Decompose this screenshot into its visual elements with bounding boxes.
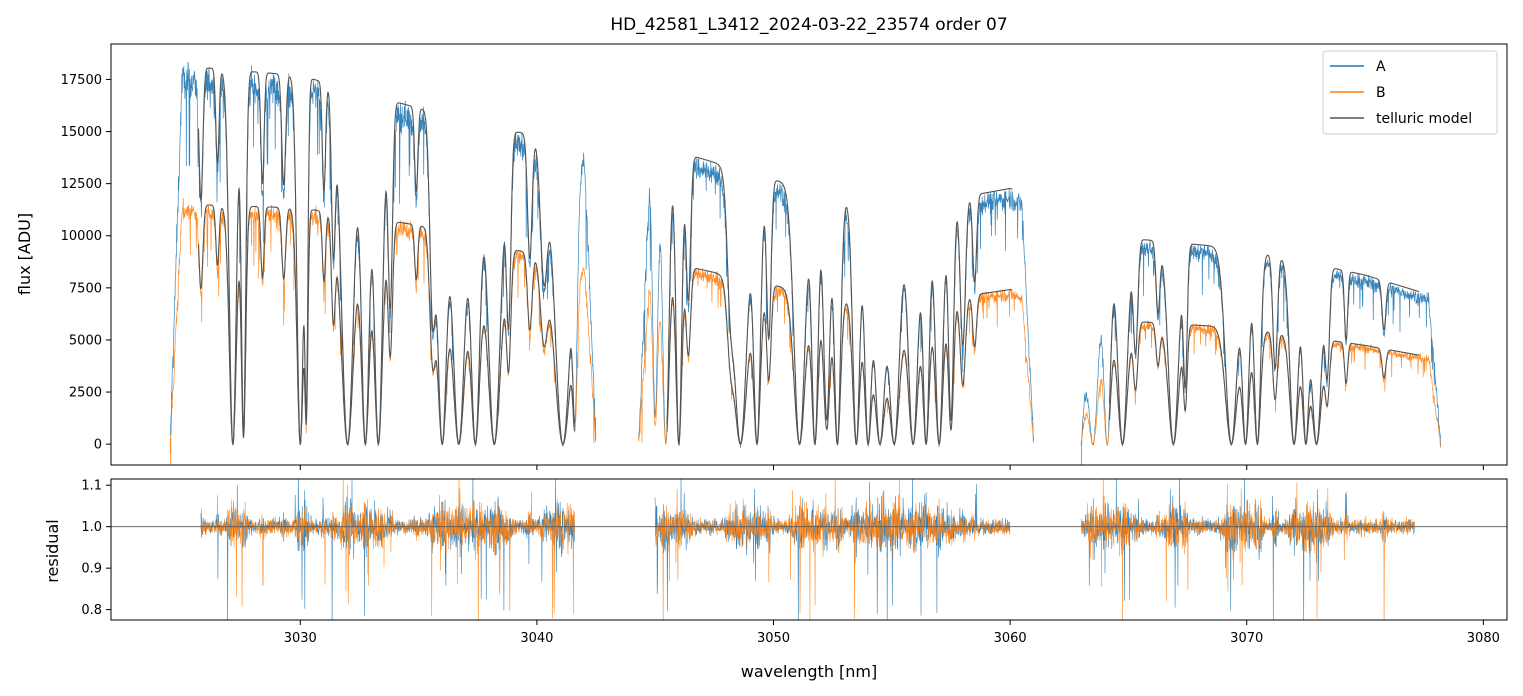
residual-y-tick-label: 1.1 bbox=[81, 479, 102, 494]
flux-panel: 0 2500 5000 7500 10000 12500 15000 17500 flux [… bbox=[15, 43, 1508, 470]
residual-y-tick-label: 0.8 bbox=[81, 603, 102, 618]
flux-panel-frame bbox=[110, 43, 1508, 466]
model-line-b bbox=[197, 204, 1420, 446]
x-axis-label: wavelength [nm] bbox=[741, 662, 878, 681]
flux-x-axis bbox=[299, 465, 1484, 470]
residual-x-tick-label: 3050 bbox=[757, 631, 790, 646]
flux-y-tick-label: 10000 bbox=[61, 229, 102, 244]
legend: A B telluric model bbox=[1322, 50, 1498, 135]
residual-x-tick-label: 3070 bbox=[1230, 631, 1263, 646]
residual-panel-frame bbox=[110, 478, 1508, 621]
legend-label-model: telluric model bbox=[1376, 111, 1472, 127]
residual-x-tick-label: 3080 bbox=[1467, 631, 1500, 646]
flux-y-tick-label: 12500 bbox=[61, 177, 102, 192]
flux-y-tick-label: 7500 bbox=[69, 281, 102, 296]
residual-x-tick-label: 3030 bbox=[284, 631, 317, 646]
legend-box bbox=[1322, 50, 1498, 135]
flux-y-tick-label: 5000 bbox=[69, 333, 102, 348]
model-line-a bbox=[197, 67, 1420, 447]
flux-y-tick-label: 17500 bbox=[61, 73, 102, 88]
flux-y-label: flux [ADU] bbox=[15, 213, 34, 295]
residual-x-tick-label: 3060 bbox=[994, 631, 1027, 646]
flux-y-tick-label: 15000 bbox=[61, 125, 102, 140]
residual-x-tick-label: 3040 bbox=[520, 631, 553, 646]
chart-title: HD_42581_L3412_2024-03-22_23574 order 07 bbox=[610, 15, 1007, 35]
residual-b-line bbox=[200, 479, 1415, 620]
flux-y-axis: 0 2500 5000 7500 10000 12500 15000 17500 bbox=[61, 73, 111, 453]
residual-y-axis: 0.8 0.9 1.0 1.1 bbox=[81, 479, 111, 618]
residual-y-tick-label: 1.0 bbox=[81, 520, 102, 535]
flux-y-tick-label: 0 bbox=[94, 438, 102, 453]
legend-label-a: A bbox=[1376, 59, 1386, 75]
flux-y-tick-label: 2500 bbox=[69, 386, 102, 401]
legend-label-b: B bbox=[1376, 85, 1386, 101]
residual-y-label: residual bbox=[43, 519, 62, 582]
residual-x-axis: 3030 3040 3050 3060 3070 3080 bbox=[284, 620, 1500, 646]
residual-panel: 0.8 0.9 1.0 1.1 3030 3040 3050 3060 3070 3080 re… bbox=[43, 478, 1508, 681]
residual-y-tick-label: 0.9 bbox=[81, 562, 102, 577]
